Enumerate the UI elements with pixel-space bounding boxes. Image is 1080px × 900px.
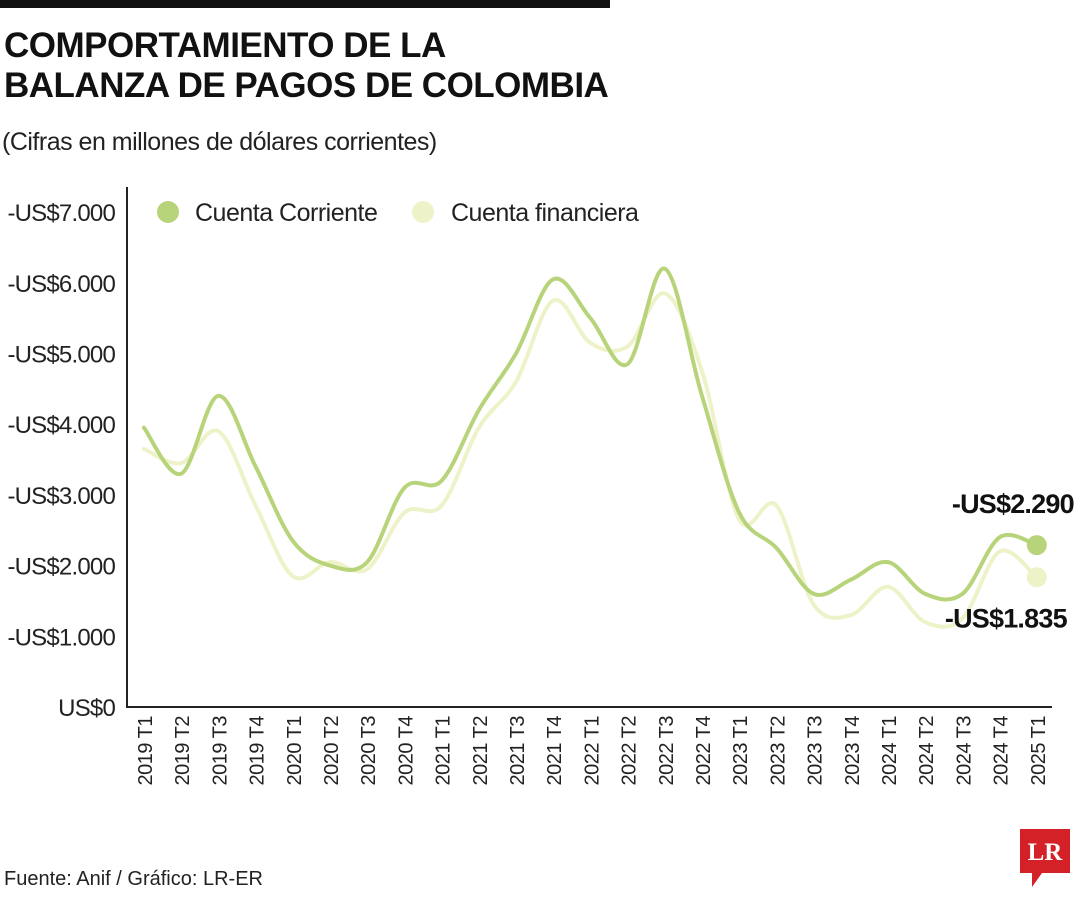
x-tick-label: 2022 T1 xyxy=(581,716,603,786)
title-line-1: COMPORTAMIENTO DE LA xyxy=(4,26,446,65)
top-rule xyxy=(0,0,610,8)
lr-logo: LR xyxy=(1020,829,1070,887)
series-line-cuenta-financiera xyxy=(142,291,1039,629)
end-point-cuenta-corriente xyxy=(1026,535,1047,556)
x-tick-label: 2019 T4 xyxy=(247,716,269,786)
data-label-cuenta-corriente: -US$2.290 xyxy=(952,489,1074,519)
end-point-cuenta-financiera xyxy=(1026,567,1047,588)
x-tick-label: 2022 T3 xyxy=(656,716,678,786)
y-tick-label: -US$1.000 xyxy=(7,624,115,651)
x-tick-label: 2020 T2 xyxy=(321,716,343,786)
x-tick-label: 2021 T1 xyxy=(433,716,455,786)
y-tick-label: -US$2.000 xyxy=(7,554,115,581)
x-tick-label: 2022 T2 xyxy=(619,716,641,786)
y-tick-label: -US$7.000 xyxy=(7,200,115,227)
logo-text: LR xyxy=(1028,839,1064,866)
x-tick-label: 2020 T4 xyxy=(395,716,417,786)
x-tick-label: 2021 T2 xyxy=(470,716,492,786)
x-tick-label: 2024 T1 xyxy=(879,716,901,786)
x-tick-label: 2023 T3 xyxy=(805,716,827,786)
legend-marker-cuenta-corriente xyxy=(157,201,179,223)
x-tick-label: 2024 T4 xyxy=(991,716,1013,786)
legend-label-cuenta-financiera: Cuenta financiera xyxy=(451,199,639,227)
y-tick-label: -US$5.000 xyxy=(7,342,115,369)
x-tick-label: 2022 T4 xyxy=(693,716,715,786)
x-tick-label: 2020 T1 xyxy=(284,716,306,786)
x-tick-label: 2024 T2 xyxy=(916,716,938,786)
source-note: Fuente: Anif / Gráfico: LR-ER xyxy=(4,868,263,890)
legend-label-cuenta-corriente: Cuenta Corriente xyxy=(195,199,377,227)
x-tick-label: 2025 T1 xyxy=(1028,716,1050,786)
data-label-cuenta-financiera: -US$1.835 xyxy=(945,603,1068,633)
y-tick-label: -US$6.000 xyxy=(7,271,115,298)
x-tick-label: 2023 T2 xyxy=(767,716,789,786)
chart-subtitle: (Cifras en millones de dólares corriente… xyxy=(2,128,437,156)
x-tick-label: 2023 T4 xyxy=(842,716,864,786)
y-tick-label: US$0 xyxy=(58,695,115,722)
legend-marker-cuenta-financiera xyxy=(412,201,434,223)
x-tick-label: 2024 T3 xyxy=(953,716,975,786)
x-tick-label: 2023 T1 xyxy=(730,716,752,786)
x-tick-label: 2019 T3 xyxy=(209,716,231,786)
page-title: COMPORTAMIENTO DE LA BALANZA DE PAGOS DE… xyxy=(4,26,609,106)
x-tick-label: 2019 T1 xyxy=(135,716,157,786)
y-tick-label: -US$3.000 xyxy=(7,483,115,510)
series-line-cuenta-corriente xyxy=(142,266,1039,602)
x-tick-label: 2021 T4 xyxy=(544,716,566,786)
x-tick-label: 2020 T3 xyxy=(358,716,380,786)
x-tick-label: 2021 T3 xyxy=(507,716,529,786)
y-tick-label: -US$4.000 xyxy=(7,412,115,439)
x-tick-label: 2019 T2 xyxy=(172,716,194,786)
title-line-2: BALANZA DE PAGOS DE COLOMBIA xyxy=(4,66,609,105)
